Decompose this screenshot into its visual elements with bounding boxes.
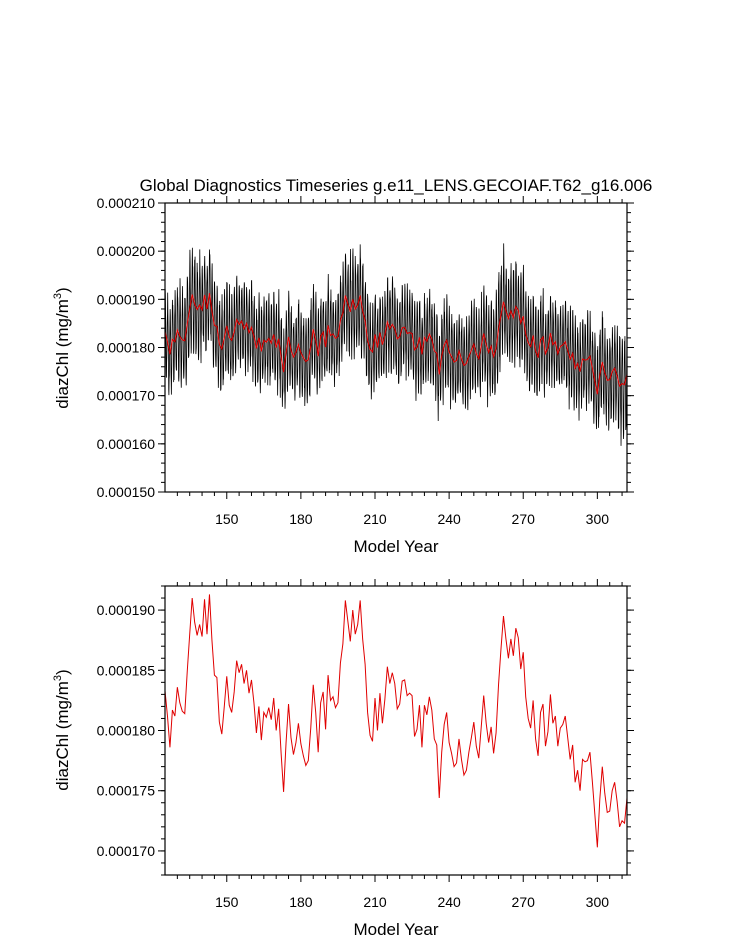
x-tick-label: 180 <box>289 511 313 527</box>
y-tick-label: 0.000200 <box>97 243 156 259</box>
bottom-y-tick-labels: 0.000170 0.000175 0.000180 0.000185 0.000190 <box>97 602 156 859</box>
x-tick-label: 180 <box>289 894 313 910</box>
bottom-panel: 150 180 210 240 270 300 0.0001700.0001750.000… <box>52 579 634 939</box>
bottom-x-axis-label: Model Year <box>353 920 438 939</box>
x-tick-label: 150 <box>215 894 239 910</box>
y-tick-label: 0.000150 <box>97 484 156 500</box>
bottom-annual-series <box>164 594 628 848</box>
y-tick-label: 0.000185 <box>97 662 156 678</box>
annual-mean-line <box>164 292 628 395</box>
bottom-axis-ticks <box>158 579 634 882</box>
x-tick-label: 240 <box>437 511 461 527</box>
bottom-plot-frame <box>164 585 628 876</box>
y-tick-label: 0.000190 <box>97 602 156 618</box>
top-y-axis-label: diazChl (mg/m3) <box>52 287 72 408</box>
x-tick-label: 270 <box>512 894 536 910</box>
top-y-tick-labels: 0.000150 0.000160 0.000170 0.000180 0.000190… <box>97 195 156 500</box>
y-tick-label: 0.000175 <box>97 783 156 799</box>
x-tick-label: 270 <box>512 511 536 527</box>
x-tick-label: 300 <box>586 511 610 527</box>
x-tick-label: 300 <box>586 894 610 910</box>
top-panel: Global Diagnostics Timeseries g.e11_LENS… <box>52 176 652 556</box>
x-tick-label: 210 <box>363 894 387 910</box>
top-monthly-series <box>164 243 628 446</box>
x-tick-label: 240 <box>437 894 461 910</box>
y-tick-label: 0.000180 <box>97 723 156 739</box>
chart-title: Global Diagnostics Timeseries g.e11_LENS… <box>140 176 653 195</box>
top-x-tick-labels: 150 180 210 240 270 300 <box>215 511 609 527</box>
y-tick-label: 0.000210 <box>97 195 156 211</box>
y-tick-label: 0.000170 <box>97 843 156 859</box>
top-annual-series <box>164 292 628 395</box>
bottom-x-tick-labels: 150 180 210 240 270 300 <box>215 894 609 910</box>
top-axis-ticks <box>158 196 634 499</box>
annual-mean-line <box>164 594 628 848</box>
y-tick-label: 0.000170 <box>97 388 156 404</box>
top-x-axis-label: Model Year <box>353 537 438 556</box>
bottom-y-axis-label: diazChl (mg/m3) <box>52 669 72 790</box>
x-tick-label: 210 <box>363 511 387 527</box>
x-tick-label: 150 <box>215 511 239 527</box>
y-tick-label: 0.000160 <box>97 436 156 452</box>
y-tick-label: 0.000190 <box>97 291 156 307</box>
y-tick-label: 0.000180 <box>97 340 156 356</box>
monthly-line <box>164 243 628 446</box>
top-plot-frame <box>164 202 628 493</box>
